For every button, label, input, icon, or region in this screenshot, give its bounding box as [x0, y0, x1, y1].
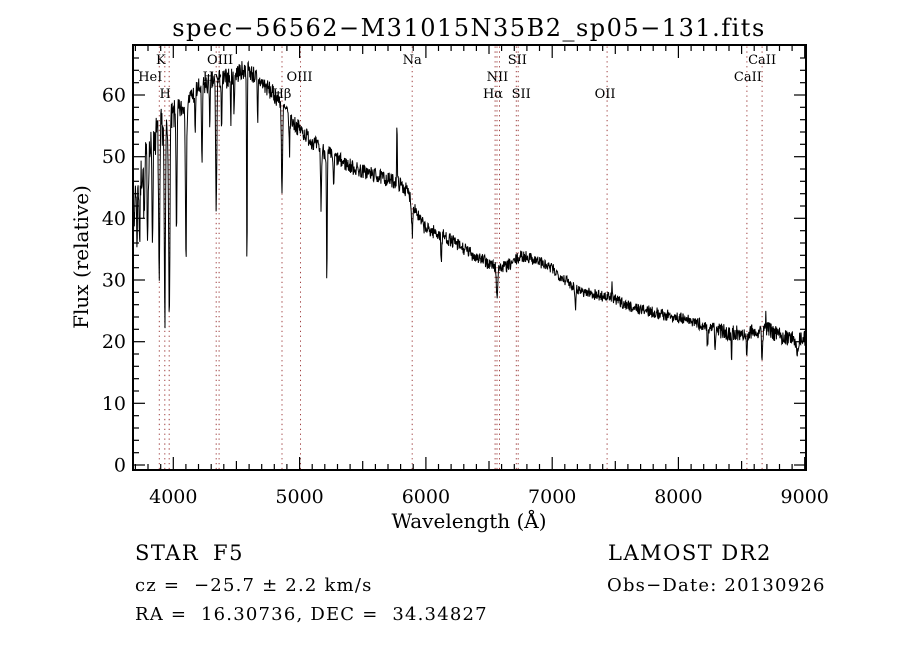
- axes-layer: 4000 5000 6000 7000 8000 9000 0 10 20 30 40 50 60 HeI…: [102, 44, 829, 508]
- y-tick-label: 50: [102, 146, 126, 168]
- y-tick-label: 30: [102, 270, 126, 292]
- spectral-line-label: HeI: [138, 70, 162, 85]
- y-tick-label: 10: [102, 393, 126, 415]
- y-tick-label: 20: [102, 331, 126, 353]
- survey-release: LAMOST DR2: [608, 541, 772, 565]
- object-class: STAR: [135, 541, 199, 565]
- x-tick-label: 6000: [402, 486, 450, 508]
- x-tick-label: 9000: [781, 486, 829, 508]
- spectral-line-label: CaII: [748, 53, 776, 68]
- plot-title: spec−56562−M31015N35B2_sp05−131.fits: [172, 14, 766, 42]
- x-tick-label: 4000: [149, 486, 197, 508]
- spectral-line-label: Hα: [483, 87, 503, 102]
- x-axis-label: Wavelength (Å): [391, 508, 546, 533]
- spectral-line-label: NII: [487, 70, 509, 85]
- spectral-line-label: CaII: [734, 70, 762, 85]
- cz-velocity-text: cz = −25.7 ± 2.2 km/s: [135, 575, 373, 596]
- spectral-line-label: Hβ: [273, 87, 292, 102]
- plot-frame: [132, 44, 807, 471]
- spectral-line-label: OIII: [286, 70, 312, 85]
- spectral-line-label: SII: [508, 53, 527, 68]
- spectral-line-label: OII: [595, 87, 616, 102]
- y-tick-label: 40: [102, 208, 126, 230]
- x-tick-label: 7000: [528, 486, 576, 508]
- plot-content-layer: [132, 46, 807, 469]
- y-tick-label: 0: [114, 455, 126, 477]
- spectral-line-label: SII: [512, 87, 531, 102]
- spectral-line-label: Na: [403, 53, 422, 68]
- ra-dec-text: RA = 16.30736, DEC = 34.34827: [135, 604, 488, 625]
- object-subclass: F5: [213, 541, 244, 565]
- obs-date-text: Obs−Date: 20130926: [607, 575, 826, 596]
- x-tick-label: 5000: [275, 486, 323, 508]
- spectral-line-label: H: [160, 87, 171, 102]
- x-tick-label: 8000: [654, 486, 702, 508]
- spectrum-trace: [132, 60, 807, 361]
- spectral-line-label: K: [156, 53, 166, 68]
- y-tick-label: 60: [102, 85, 126, 107]
- spectral-line-label: Hγ: [203, 70, 222, 85]
- y-axis-label: Flux (relative): [69, 185, 93, 329]
- spectral-line-label: OIII: [207, 53, 233, 68]
